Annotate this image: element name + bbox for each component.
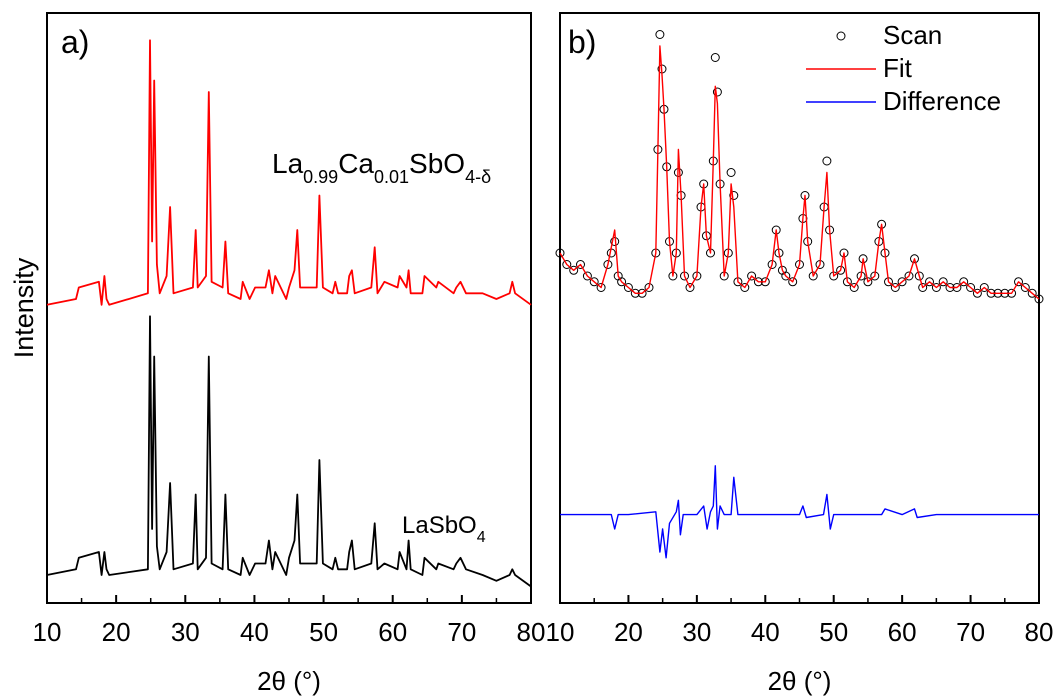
panel-a-x-tick-label-30: 30 <box>171 617 200 647</box>
scan-point <box>740 283 750 292</box>
panel-b-series <box>555 30 1044 559</box>
scan-point <box>555 248 565 258</box>
panel-a-x-tick-label-50: 50 <box>309 617 338 647</box>
scan-point <box>910 254 919 264</box>
panel-b-x-tick-label-20: 20 <box>614 617 643 647</box>
scan-point <box>972 288 982 298</box>
fit-line <box>559 45 1040 300</box>
series-line-la-ca-sbo <box>46 39 532 306</box>
panel-a-x-ticks: 10 20 30 40 50 60 70 80 <box>33 595 546 647</box>
difference-line <box>560 465 1039 559</box>
legend-marker-scan <box>836 31 846 41</box>
panel-b-x-ticks: 10 20 30 40 50 60 70 80 <box>546 595 1054 647</box>
scan-point <box>959 277 969 287</box>
scan-point <box>849 283 859 292</box>
panel-a-x-tick-label-10: 10 <box>33 617 62 647</box>
scan-point <box>726 168 736 177</box>
panel-b-x-tick-label-10: 10 <box>546 617 575 647</box>
panel-b-x-tick-label-70: 70 <box>956 617 985 647</box>
scan-point <box>655 30 665 39</box>
legend-label-scan: Scan <box>883 20 942 50</box>
scan-point <box>569 265 579 275</box>
panel-a-x-tick-label-20: 20 <box>102 617 131 647</box>
scan-point <box>644 283 654 292</box>
panel-a-x-tick-label-60: 60 <box>378 617 407 647</box>
scan-point <box>1014 277 1023 287</box>
scan-point <box>931 283 941 292</box>
legend-label-fit: Fit <box>883 53 913 83</box>
panel-b-x-tick-label-50: 50 <box>819 617 848 647</box>
scan-point <box>603 260 613 269</box>
series-label-la-ca-sbo: La0.99Ca0.01SbO4-δ <box>272 148 491 187</box>
scan-point <box>582 271 592 281</box>
scan-point <box>863 277 873 287</box>
panel-a-x-tick-label-40: 40 <box>240 617 269 647</box>
scan-point <box>685 283 695 292</box>
scan-point <box>617 277 627 287</box>
scan-point <box>897 277 907 287</box>
scan-point <box>938 277 948 287</box>
scan-point <box>890 283 900 292</box>
scan-point <box>729 191 739 200</box>
scan-point <box>788 277 798 287</box>
panel-a-x-tick-label-80: 80 <box>517 617 546 647</box>
scan-point <box>904 271 914 281</box>
panel-a: 10 20 30 40 50 60 70 80 a) Intensity 2θ (°) La0… <box>9 12 546 696</box>
panel-a-y-axis-title: Intensity <box>9 257 39 358</box>
series-label-lasbo4: LaSbO4 <box>402 512 486 546</box>
panel-b: 10 20 30 40 50 60 70 80 b) 2θ (°) ScanFitDiffer… <box>546 12 1054 696</box>
scan-point <box>781 271 791 281</box>
scan-point <box>836 265 846 275</box>
panel-b-x-tick-label-60: 60 <box>888 617 917 647</box>
scan-point <box>1034 294 1044 304</box>
panel-b-label: b) <box>568 24 596 60</box>
scan-point <box>589 277 599 287</box>
scan-point <box>925 277 934 287</box>
panel-b-x-tick-label-80: 80 <box>1025 617 1054 647</box>
scan-point <box>1027 288 1037 298</box>
panel-a-series <box>46 39 532 588</box>
scan-point <box>966 283 976 292</box>
scan-point <box>1020 283 1030 292</box>
scan-point <box>562 260 572 269</box>
scan-point <box>623 283 633 292</box>
scan-point <box>747 271 757 281</box>
panel-b-x-tick-label-30: 30 <box>682 617 711 647</box>
series-line-lasbo4 <box>46 315 532 588</box>
panel-a-x-axis-title: 2θ (°) <box>257 666 321 696</box>
scan-point <box>596 283 606 292</box>
scan-point <box>918 283 928 292</box>
legend-label-difference: Difference <box>883 86 1001 116</box>
scan-point <box>822 156 832 166</box>
panel-b-x-tick-label-40: 40 <box>751 617 780 647</box>
scan-point <box>576 260 585 269</box>
panel-b-x-axis-title: 2θ (°) <box>768 666 832 696</box>
scan-point <box>914 271 924 281</box>
scan-point <box>710 53 720 62</box>
scan-point <box>979 283 989 292</box>
panel-a-x-tick-label-70: 70 <box>447 617 476 647</box>
scan-point <box>712 87 722 97</box>
panel-a-label: a) <box>61 24 89 60</box>
